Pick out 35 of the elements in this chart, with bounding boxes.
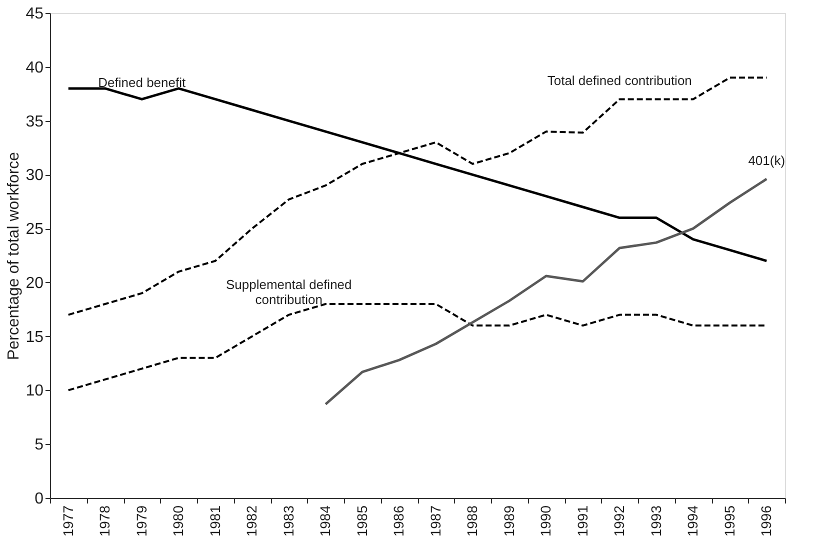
x-tick-label: 1977 [60, 505, 76, 537]
series-label: Defined benefit [98, 75, 186, 90]
y-tick-label: 25 [26, 221, 44, 238]
x-tick-label: 1987 [427, 505, 444, 537]
y-tick-label: 5 [34, 436, 44, 454]
x-tick-label: 1985 [354, 505, 370, 537]
x-tick-label: 1995 [721, 505, 738, 537]
y-tick-label: 15 [26, 328, 44, 346]
x-tick-label: 1980 [170, 505, 186, 537]
y-tick-label: 35 [26, 113, 44, 130]
series-label: Total defined contribution [547, 73, 692, 88]
y-tick-label: 40 [26, 59, 44, 76]
series-label: 401(k) [748, 152, 786, 168]
x-tick-label: 1989 [500, 505, 517, 537]
x-tick-label: 1990 [538, 505, 554, 537]
x-tick-label: 1991 [574, 505, 590, 537]
y-tick-label: 45 [26, 6, 44, 22]
y-tick-label: 30 [26, 167, 44, 184]
x-tick-label: 1988 [464, 505, 480, 537]
x-tick-label: 1996 [758, 505, 774, 537]
x-tick-label: 1984 [317, 505, 334, 537]
x-tick-label: 1981 [206, 505, 223, 537]
y-tick-label: 20 [26, 274, 44, 292]
y-axis-title: Percentage of total workforce [6, 152, 23, 360]
x-tick-label: 1979 [133, 505, 150, 537]
x-tick-label: 1993 [648, 505, 664, 537]
y-tick-label: 10 [26, 382, 44, 400]
x-tick-label: 1978 [96, 505, 113, 537]
x-tick-label: 1992 [611, 505, 628, 537]
series-label: Supplemental defined contribution [226, 276, 352, 307]
y-tick-label: 0 [34, 490, 44, 508]
x-tick-label: 1986 [390, 505, 407, 537]
x-tick-label: 1994 [684, 505, 701, 537]
x-tick-label: 1982 [244, 505, 260, 537]
x-tick-label: 1983 [280, 505, 296, 537]
